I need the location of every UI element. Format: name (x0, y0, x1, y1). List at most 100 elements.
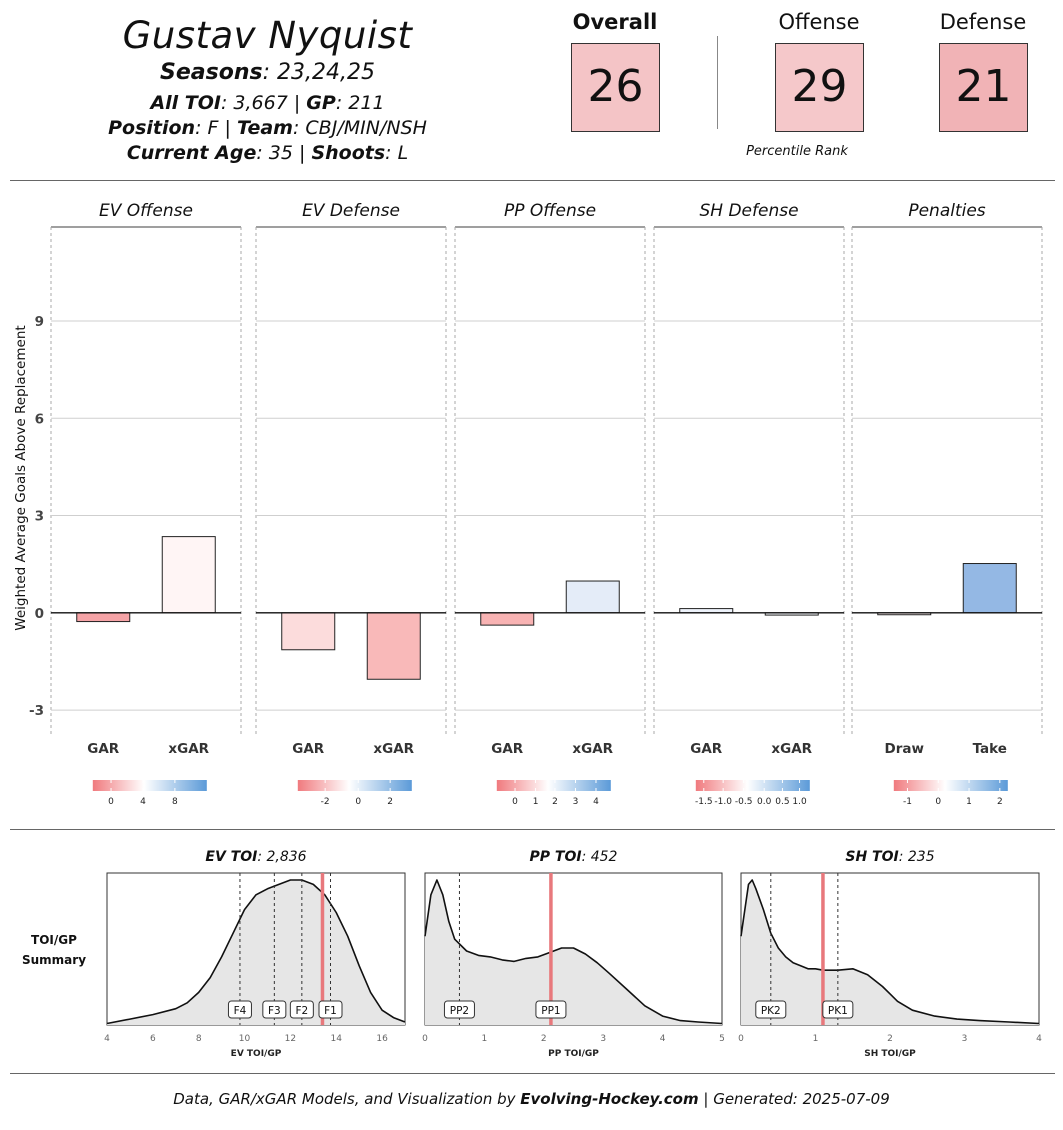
x-tick-label: 2 (541, 1034, 547, 1044)
x-tick-label: 1 (813, 1034, 819, 1044)
panel-title: SH Defense (699, 201, 798, 221)
color-legend-bar (496, 780, 611, 791)
divider-top (10, 180, 1055, 181)
panel-penalties: Penalties Draw Take -1 0 1 2 (851, 201, 1043, 807)
overall-rank-box: 26 (571, 43, 660, 132)
density-plot-pp-toi-gp: PP TOI: 452 PP2 PP1 0 1 2 3 4 5 PP TOI/GP (422, 849, 725, 1059)
x-tick-label: 16 (376, 1034, 388, 1044)
x-tick-label: 14 (331, 1034, 343, 1044)
panel-title: Penalties (908, 201, 985, 221)
density-line (106, 879, 406, 1025)
legend-tick-label: -1.5 (695, 797, 713, 807)
x-tick-label: 0 (422, 1034, 428, 1044)
percentile-rank-caption: Percentile Rank (746, 144, 848, 159)
category-label: xGAR (771, 741, 812, 757)
legend-tick-label: -1 (903, 797, 912, 807)
bar-gar (76, 612, 131, 623)
legend-tick-label: 3 (573, 797, 579, 807)
player-name: Gustav Nyquist (122, 14, 413, 57)
legend-tick-label: 2 (552, 797, 558, 807)
y-tick-label: 9 (35, 314, 44, 330)
bar-gar (281, 612, 336, 651)
color-legend-bar (92, 780, 207, 791)
x-tick-label: 12 (285, 1034, 296, 1044)
role-marker-label: F4 (234, 1005, 247, 1017)
x-tick-label: 0 (738, 1034, 744, 1044)
density-line (424, 879, 723, 1025)
bar-xgar (565, 580, 620, 614)
legend-tick-label: 0.5 (775, 797, 789, 807)
footer-credit: Data, GAR/xGAR Models, and Visualization… (173, 1090, 890, 1108)
role-marker-label: PP1 (541, 1005, 560, 1017)
density-plot-ev-toi-gp: EV TOI: 2,836 F4 F3 F2 F1 4 6 8 10 12 14 16 EV TOI/G… (104, 849, 406, 1059)
role-marker-box (227, 1000, 252, 1019)
panel-ev-offense: EV Offense GAR xGAR 0 4 8 (50, 201, 242, 807)
color-legend-bar (297, 780, 412, 791)
role-marker-label: PP2 (450, 1005, 469, 1017)
y-tick-label: -3 (29, 703, 44, 719)
x-axis-label: SH TOI/GP (864, 1049, 916, 1059)
category-label: xGAR (168, 741, 209, 757)
legend-tick-label: -2 (321, 797, 330, 807)
legend-tick-label: 2 (387, 797, 393, 807)
x-tick-label: 6 (150, 1034, 156, 1044)
density-title: PP TOI: 452 (530, 849, 618, 865)
density-area (741, 880, 1039, 1025)
x-tick-label: 4 (660, 1034, 666, 1044)
divider-middle (10, 829, 1055, 830)
legend-tick-label: 2 (997, 797, 1003, 807)
legend-tick-label: 0 (108, 797, 114, 807)
density-plot-sh-toi-gp: SH TOI: 235 PK2 PK1 0 1 2 3 4 SH TOI/GP (738, 849, 1042, 1059)
panel-pp-offense: PP Offense GAR xGAR 0 1 2 3 4 (454, 201, 646, 807)
role-marker-label: F3 (268, 1005, 281, 1017)
legend-tick-label: -1.0 (714, 797, 732, 807)
category-label: Draw (885, 741, 924, 757)
role-marker-box (289, 1000, 314, 1019)
density-title: EV TOI: 2,836 (205, 849, 306, 865)
bar-xgar (366, 612, 421, 680)
panel-title: PP Offense (504, 201, 596, 221)
legend-tick-label: 1 (966, 797, 972, 807)
seasons-line: Seasons: 23,24,25 (160, 60, 375, 85)
bar-gar (480, 612, 535, 626)
gar-bar-chart: EV Offense GAR xGAR 0 4 8 EV Defense GAR xGAR -2 0… (29, 201, 1043, 807)
toi-summary-label: TOI/GP Summary (21, 933, 87, 967)
x-tick-label: 8 (196, 1034, 202, 1044)
x-tick-label: 1 (482, 1034, 488, 1044)
category-label: GAR (87, 741, 120, 757)
role-marker-box (535, 1000, 567, 1019)
category-label: xGAR (373, 741, 414, 757)
category-label: GAR (292, 741, 325, 757)
age-line: Current Age: 35 | Shoots: L (126, 142, 409, 164)
panel-title: EV Offense (99, 201, 193, 221)
bar-xgar (161, 536, 216, 614)
y-tick-label: 3 (35, 509, 44, 525)
y-tick-label: 6 (35, 411, 44, 427)
density-area (425, 880, 722, 1025)
legend-tick-label: 0 (355, 797, 361, 807)
x-tick-label: 5 (719, 1034, 725, 1044)
legend-tick-label: 4 (140, 797, 146, 807)
x-tick-label: 2 (887, 1034, 893, 1044)
x-axis-label: PP TOI/GP (548, 1049, 599, 1059)
defense-rank-box: 21 (939, 43, 1028, 132)
role-marker-box (262, 1000, 287, 1019)
x-tick-label: 3 (962, 1034, 968, 1044)
legend-tick-label: 4 (593, 797, 599, 807)
legend-tick-label: 0 (935, 797, 941, 807)
toi-line: All TOI: 3,667 | GP: 211 (150, 92, 385, 114)
density-line (740, 879, 1040, 1025)
role-marker-box (318, 1000, 343, 1019)
role-marker-label: PK2 (761, 1005, 781, 1017)
overall-label: Overall (572, 10, 658, 34)
role-marker-label: PK1 (828, 1005, 848, 1017)
rank-separator (717, 36, 718, 129)
category-label: GAR (690, 741, 723, 757)
role-marker-box (443, 1000, 475, 1019)
role-marker-label: F1 (324, 1005, 337, 1017)
position-line: Position: F | Team: CBJ/MIN/NSH (108, 117, 427, 139)
x-tick-label: 10 (239, 1034, 251, 1044)
category-label: Take (973, 741, 1007, 757)
color-legend-bar (893, 780, 1008, 791)
